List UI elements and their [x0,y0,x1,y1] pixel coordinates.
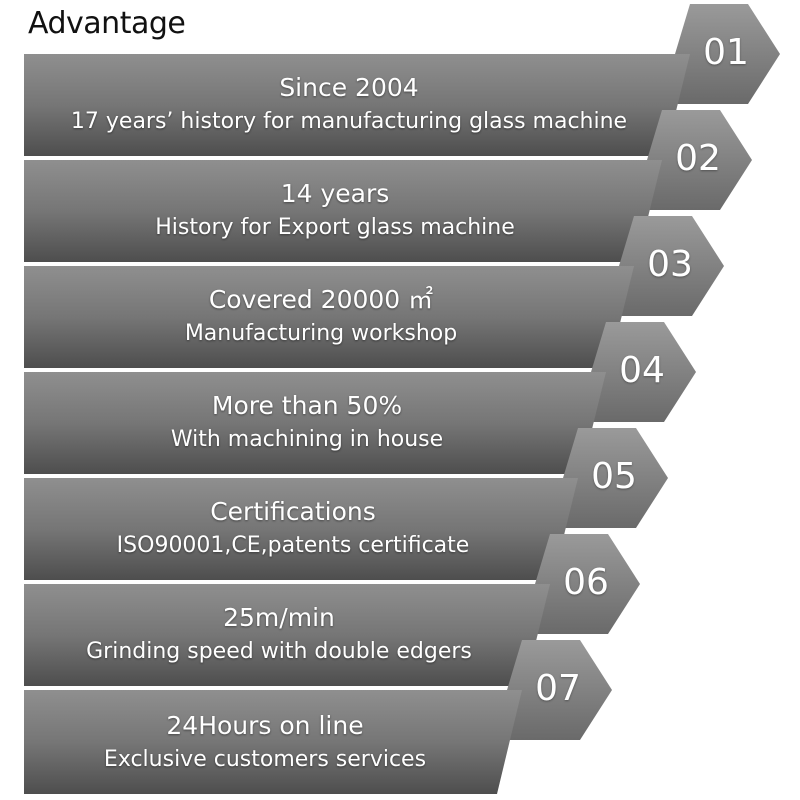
number-tab-01 [660,4,780,104]
advantage-item-05-text: Certifications ISO90001,CE,patents certi… [24,478,562,580]
advantage-item-04-text: More than 50% With machining in house [24,372,590,474]
band-02 [24,160,662,262]
item-heading: 14 years [280,179,390,208]
item-number-04: 04 [619,350,665,391]
advantage-item-06-text: 25m/min Grinding speed with double edger… [24,584,534,686]
band-01 [24,54,690,156]
item-heading: 25m/min [223,603,335,632]
item-description: ISO90001,CE,patents certificate [116,533,470,558]
item-heading: Covered 20000 ㎡ [208,285,434,314]
page-title: Advantage [28,6,186,41]
item-description: Exclusive customers services [103,747,427,772]
number-tab-04 [576,322,696,422]
item-number-01: 01 [703,32,749,73]
item-description: Grinding speed with double edgers [86,639,472,664]
item-number-07: 07 [535,668,581,709]
advantage-item-04-shape [24,322,696,474]
item-number-05: 05 [591,456,637,497]
advantage-item-02-shape [24,110,752,262]
advantage-item-07-shape [24,640,612,794]
band-05 [24,478,578,580]
item-number-03: 03 [647,244,693,285]
advantage-item-07-text: 24Hours on line Exclusive customers serv… [24,692,506,794]
item-heading: More than 50% [211,391,403,420]
item-number-02: 02 [675,138,721,179]
item-description: History for Export glass machine [155,215,515,240]
advantage-item-02-text: 14 years History for Export glass machin… [24,160,646,262]
advantage-item-05-shape [24,428,668,580]
item-description: 17 years’ history for manufacturing glas… [70,109,628,134]
band-04 [24,372,606,474]
advantage-item-03-shape [24,216,724,368]
number-tab-06 [520,534,640,634]
item-heading: Since 2004 [279,73,419,102]
advantage-item-06-shape [24,534,640,686]
item-heading: Certifications [210,497,376,526]
item-number-06: 06 [563,562,609,603]
advantage-item-01-text: Since 2004 17 years’ history for manufac… [24,54,674,156]
band-03 [24,266,634,368]
advantage-item-01-shape [24,4,780,156]
band-06 [24,584,550,686]
number-tab-03 [604,216,724,316]
number-tab-02 [632,110,752,210]
item-description: Manufacturing workshop [184,321,458,346]
number-tab-05 [548,428,668,528]
advantage-item-03-text: Covered 20000 ㎡ Manufacturing workshop [24,266,618,368]
band-07 [24,690,522,794]
item-description: With machining in house [170,427,444,452]
number-tab-07 [492,640,612,740]
item-heading: 24Hours on line [166,711,364,740]
